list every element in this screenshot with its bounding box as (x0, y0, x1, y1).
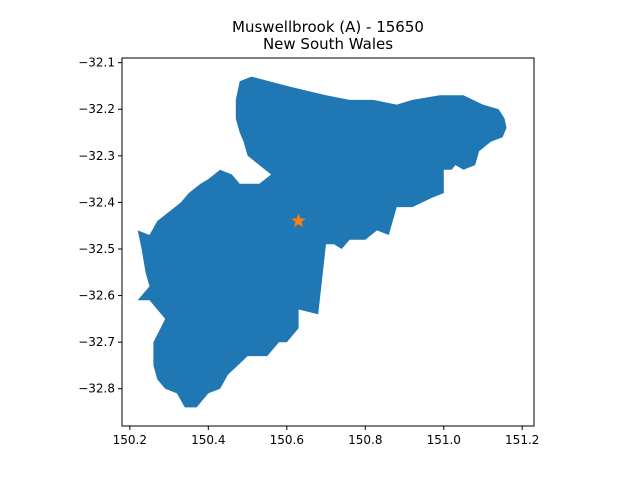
region-layer (137, 76, 507, 408)
tick-layer: 150.2 150.4 150.6 150.8 151.0 151.2 −32.1 −32.2… (78, 56, 539, 447)
y-tick-label: −32.5 (78, 242, 115, 256)
y-tick-label: −32.1 (78, 56, 115, 70)
y-tick-label: −32.3 (78, 149, 115, 163)
y-tick-label: −32.2 (78, 102, 115, 116)
axes-frame (121, 57, 535, 427)
region-polygon (137, 76, 507, 408)
y-tick-label: −32.6 (78, 289, 115, 303)
chart-title-line-2: New South Wales (263, 35, 393, 53)
y-tick-label: −32.7 (78, 335, 115, 349)
chart-title-line-1: Muswellbrook (A) - 15650 (232, 18, 424, 36)
x-tick-label: 150.8 (348, 433, 382, 447)
x-tick-label: 151.2 (505, 433, 539, 447)
marker-layer (291, 213, 306, 228)
y-tick-label: −32.4 (78, 195, 115, 209)
star-icon (291, 213, 306, 228)
x-tick-label: 150.2 (113, 433, 147, 447)
x-tick-label: 150.4 (191, 433, 225, 447)
x-tick-label: 151.0 (427, 433, 461, 447)
y-tick-label: −32.8 (78, 382, 115, 396)
x-tick-label: 150.6 (270, 433, 304, 447)
